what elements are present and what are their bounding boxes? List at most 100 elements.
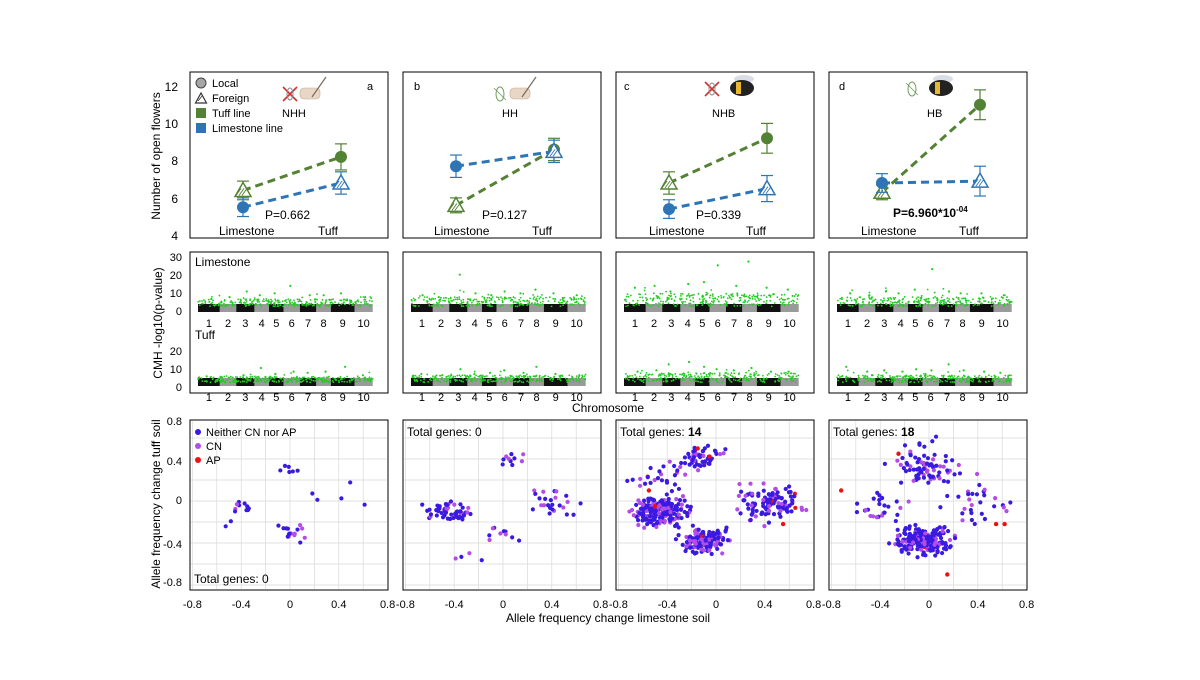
- neither-point: [952, 472, 957, 477]
- manhattan-point: [790, 380, 793, 383]
- manhattan-point: [935, 302, 937, 305]
- af-xtick-label: -0.4: [871, 599, 890, 611]
- chromosome-axis-title: Chromosome: [572, 401, 644, 415]
- neither-point: [917, 441, 922, 446]
- neither-point: [282, 463, 288, 468]
- manhattan-point: [433, 303, 435, 306]
- manhattan-point: [845, 376, 847, 379]
- manhattan-point: [710, 289, 713, 291]
- manhattan-point: [219, 381, 222, 383]
- manhattan-peak-point: [437, 295, 440, 299]
- chromosome-bar-5: [481, 378, 497, 386]
- manhattan-point: [638, 375, 641, 378]
- manhattan-point: [921, 376, 924, 379]
- chromosome-tick-label-6: 6: [928, 392, 934, 404]
- manhattan-point: [310, 302, 313, 305]
- foreign-marker-hatch: [238, 188, 245, 196]
- manhattan-point: [569, 296, 571, 299]
- manhattan-point: [541, 376, 543, 379]
- manhattan-point: [484, 299, 487, 302]
- manhattan-point: [471, 379, 474, 382]
- manhattan-point: [690, 375, 693, 378]
- manhattan-point: [916, 377, 919, 380]
- manhattan-peak-point: [702, 281, 706, 284]
- manhattan-point: [987, 380, 990, 383]
- manhattan-point: [980, 302, 983, 305]
- neither-point: [922, 453, 927, 458]
- neither-point: [787, 484, 792, 489]
- manhattan-point: [932, 380, 935, 383]
- manhattan-point: [933, 291, 936, 294]
- neither-point: [683, 548, 688, 554]
- manhattan-peak-point: [473, 372, 476, 376]
- manhattan-point: [469, 299, 472, 301]
- manhattan-point: [491, 375, 494, 378]
- manhattan-point: [668, 294, 670, 297]
- manhattan-point: [292, 302, 295, 305]
- neither-point: [533, 491, 538, 496]
- manhattan-point: [540, 378, 543, 381]
- manhattan-point: [423, 296, 426, 299]
- manhattan-point: [993, 374, 996, 377]
- manhattan-point: [542, 297, 545, 300]
- manhattan-point: [251, 300, 254, 303]
- manhattan-point: [1009, 379, 1012, 382]
- cmh-ytick-10: 10: [170, 288, 182, 300]
- manhattan-point: [881, 300, 884, 302]
- manhattan-point: [926, 375, 929, 378]
- manhattan-point: [214, 303, 217, 306]
- manhattan-point: [746, 301, 749, 303]
- manhattan-point: [659, 379, 661, 382]
- neither-point: [682, 461, 688, 466]
- manhattan-point: [292, 376, 295, 379]
- manhattan-point: [726, 297, 729, 300]
- manhattan-point: [695, 372, 698, 375]
- manhattan-point: [731, 293, 734, 295]
- manhattan-point: [236, 376, 239, 379]
- manhattan-point: [978, 374, 981, 377]
- manhattan-point: [870, 380, 873, 383]
- manhattan-peak-point: [306, 371, 309, 374]
- manhattan-point: [571, 376, 574, 379]
- cn-point: [452, 502, 457, 507]
- af-ytick-0.8: 0.8: [167, 416, 182, 428]
- manhattan-point: [495, 377, 498, 379]
- manhattan-point: [343, 298, 345, 301]
- manhattan-point: [919, 378, 922, 381]
- manhattan-point: [983, 300, 985, 302]
- manhattan-point: [283, 373, 286, 376]
- cn-point: [640, 502, 646, 507]
- manhattan-point: [715, 378, 717, 381]
- manhattan-point: [721, 381, 724, 383]
- manhattan-point: [281, 300, 284, 303]
- neither-point: [451, 515, 456, 521]
- manhattan-point: [207, 298, 210, 301]
- manhattan-point: [279, 304, 281, 306]
- manhattan-point: [778, 375, 781, 377]
- manhattan-point: [311, 375, 313, 378]
- manhattan-point: [302, 376, 304, 379]
- chromosome-bar-8: [316, 304, 331, 312]
- manhattan-point: [966, 293, 969, 295]
- neither-point: [716, 535, 721, 540]
- manhattan-point: [371, 377, 374, 380]
- neither-point: [945, 493, 950, 499]
- manhattan-point: [274, 300, 277, 302]
- manhattan-point: [539, 304, 542, 307]
- manhattan-point: [339, 375, 342, 378]
- neither-point: [723, 447, 728, 452]
- ap-point: [945, 572, 950, 577]
- manhattan-point: [204, 302, 207, 304]
- manhattan-point: [259, 303, 262, 306]
- manhattan-point: [263, 380, 266, 383]
- manhattan-point: [957, 375, 960, 378]
- manhattan-point: [444, 296, 447, 299]
- treatment-label-c: NHB: [712, 108, 735, 120]
- manhattan-point: [912, 376, 915, 379]
- chromosome-bar-10: [354, 304, 373, 312]
- manhattan-point: [685, 298, 688, 300]
- chromosome-tick-label-4: 4: [898, 392, 904, 404]
- manhattan-point: [722, 378, 725, 381]
- manhattan-point: [257, 299, 260, 301]
- manhattan-point: [935, 377, 938, 380]
